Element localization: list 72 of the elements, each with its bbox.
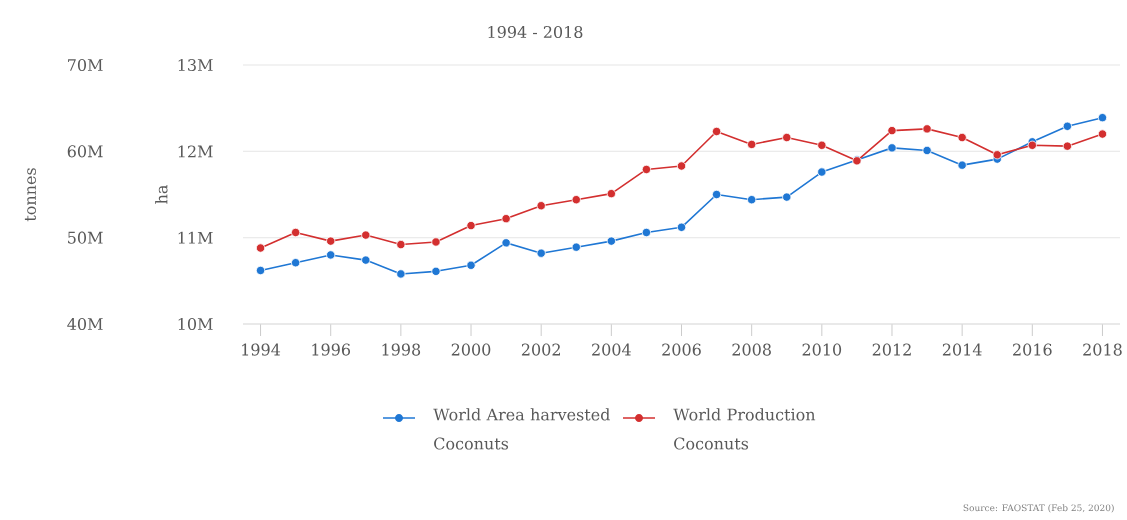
x-tick-label: 2012 [872,343,911,356]
y2-tick-label: 13M [178,58,213,72]
point [1097,129,1108,139]
point [431,237,441,247]
point [255,265,266,276]
point [992,150,1002,160]
point [817,167,827,177]
x-tick-label: 1998 [382,343,421,356]
x-tick-label: 2010 [802,343,842,356]
point [291,258,301,268]
point [1062,121,1072,131]
y-tick-label: 70M [68,58,103,72]
x-tick-label: 2004 [592,343,631,356]
x-tick-label: 2018 [1083,343,1122,356]
point [711,189,722,200]
x-tick-label: 2000 [451,343,491,356]
point [957,132,967,143]
point [782,132,792,143]
point [396,269,406,279]
x-tick-label: 2008 [732,343,771,356]
point [747,195,757,205]
point [571,195,581,205]
point [361,230,371,240]
point [817,140,827,150]
point [922,145,932,156]
point [536,201,546,211]
point [922,124,932,134]
point [641,164,652,175]
y-tick-label: 40M [67,317,103,331]
point [326,250,336,260]
point [255,243,266,253]
y2-tick-label: 11M [178,231,213,244]
y-axis-title: tonnes [24,168,36,222]
point [887,126,897,136]
y2-tick-label: 10M [178,317,213,331]
x-tick-label: 2002 [521,343,560,356]
point [1097,113,1108,123]
point [466,220,476,231]
y2-axis-title: ha [155,185,168,204]
chart-title: 1994 - 2018 [488,25,583,39]
y-tick-label: 60M [67,145,103,158]
point [747,139,757,150]
point [431,266,441,276]
point [466,260,476,270]
source-note: Source: FAOSTAT (Feb 25, 2020) [963,504,1114,513]
point [957,160,967,170]
legend-label: World Production Coconuts [673,408,816,450]
x-tick-label: 2014 [942,343,982,356]
point [501,238,511,248]
point [501,214,511,224]
x-tick-label: 1994 [242,343,281,356]
point [536,248,546,258]
legend-label: World Area harvested Coconuts [433,408,610,450]
point [291,227,301,238]
point [606,189,616,199]
point [606,236,616,246]
x-tick-label: 2006 [662,343,701,356]
point [782,192,792,202]
x-tick-label: 1996 [312,343,351,356]
point [676,161,687,171]
point [641,227,652,238]
y2-tick-label: 12M [178,145,213,158]
point [676,222,687,232]
point [396,239,406,250]
point [1062,141,1072,151]
point [571,242,581,252]
point [361,255,371,265]
y-tick-label: 50M [68,231,103,244]
x-tick-label: 2016 [1013,343,1052,356]
point [887,143,897,153]
point [326,236,336,246]
point [711,126,722,137]
